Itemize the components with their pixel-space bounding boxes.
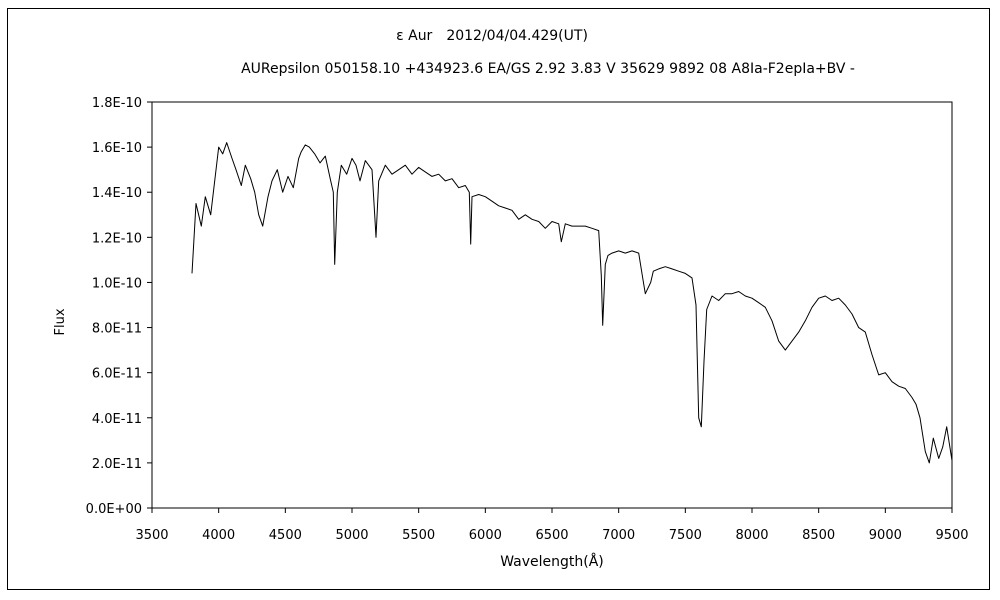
- x-tick-label: 4000: [202, 528, 235, 543]
- y-tick-label: 6.0E-11: [92, 367, 142, 382]
- spectrum-line: [191, 142, 953, 464]
- x-tick-label: 6000: [469, 528, 502, 543]
- y-tick-label: 4.0E-11: [92, 412, 142, 427]
- x-tick-label: 8000: [735, 528, 768, 543]
- y-axis: 0.0E+00 2.0E-11 4.0E-11 6.0E-11 8.0E-11 1.0E-…: [86, 96, 152, 517]
- plot-area: [151, 101, 953, 509]
- y-tick-label: 2.0E-11: [92, 457, 142, 472]
- x-tick-label: 7500: [669, 528, 702, 543]
- y-axis-label: Flux: [53, 308, 68, 335]
- x-tick-label: 5500: [402, 528, 435, 543]
- x-tick-label: 6500: [535, 528, 568, 543]
- chart-subtitle: AURepsilon 050158.10 +434923.6 EA/GS 2.9…: [241, 61, 855, 77]
- y-tick-label: 1.0E-10: [92, 276, 142, 291]
- x-tick-label: 9500: [935, 528, 968, 543]
- y-tick-label: 1.6E-10: [92, 141, 142, 156]
- x-tick-label: 5000: [335, 528, 368, 543]
- y-tick-label: 1.8E-10: [92, 96, 142, 111]
- series-group: [191, 142, 953, 464]
- chart-title: ε Aur 2012/04/04.429(UT): [396, 28, 588, 44]
- x-tick-label: 9000: [869, 528, 902, 543]
- x-tick-label: 7000: [602, 528, 635, 543]
- x-tick-label: 8500: [802, 528, 835, 543]
- x-tick-label: 4500: [269, 528, 302, 543]
- y-tick-label: 1.4E-10: [92, 186, 142, 201]
- x-axis: 3500 4000 4500 5000 5500 6000 6500 7000 7500 8000…: [135, 508, 969, 543]
- x-axis-label: Wavelength(Å): [500, 553, 604, 570]
- y-tick-label: 1.2E-10: [92, 231, 142, 246]
- x-tick-label: 3500: [135, 528, 168, 543]
- y-tick-label: 0.0E+00: [86, 502, 142, 517]
- y-tick-label: 8.0E-11: [92, 322, 142, 337]
- chart-frame: [7, 8, 990, 590]
